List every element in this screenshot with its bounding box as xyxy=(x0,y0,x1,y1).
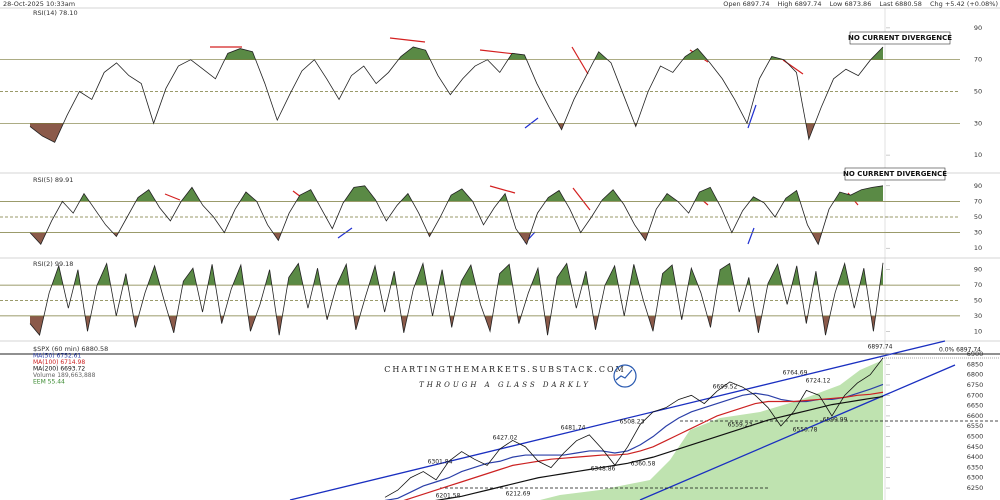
annotation: 6599.99 xyxy=(823,417,848,424)
data-line xyxy=(384,357,884,498)
y-tick-label: 30 xyxy=(974,312,982,320)
y-tick-label: 6400 xyxy=(967,453,984,461)
quote-field: Open 6897.74 xyxy=(723,0,769,8)
y-tick-label: 6600 xyxy=(967,412,984,420)
plot xyxy=(0,262,960,337)
arrow xyxy=(572,187,591,211)
y-tick-label: 6300 xyxy=(967,474,984,482)
quote-field: Last 6880.58 xyxy=(879,0,922,8)
level-fill xyxy=(30,185,883,202)
quote-field: High 6897.74 xyxy=(778,0,822,8)
annotation: NO CURRENT DIVERGENCE xyxy=(843,170,947,178)
y-tick-label: 6250 xyxy=(967,484,984,492)
legend-entry: MA(50) 6752.61 xyxy=(33,353,81,360)
annotation: 0.0% 6897.74 xyxy=(939,347,981,354)
divergence-arrows xyxy=(139,37,859,245)
y-tick-label: 90 xyxy=(974,24,982,32)
arrow xyxy=(164,193,181,201)
arrow xyxy=(389,37,426,43)
annotation: 6301.84 xyxy=(428,459,453,466)
y-tick-label: 6800 xyxy=(967,371,984,379)
y-tick-label: 6750 xyxy=(967,381,984,389)
annotation: 6559.23 xyxy=(728,422,753,429)
y-tick-label: 6500 xyxy=(967,433,984,441)
y-tick-label: 6700 xyxy=(967,391,984,399)
y-tick-label: 90 xyxy=(974,266,982,274)
y-tick-label: 10 xyxy=(974,327,982,335)
y-tick-label: 50 xyxy=(974,88,982,96)
annotation: 6764.69 xyxy=(783,370,808,377)
panel-title: $SPX (60 min) 6880.58 xyxy=(33,345,108,353)
annotation-box xyxy=(849,31,951,45)
y-tick-label: 50 xyxy=(974,213,982,221)
header-date: 28-Oct-2025 10:33am xyxy=(3,0,75,8)
legend-entry: EEM 55.44 xyxy=(33,379,65,386)
y-tick-label: 70 xyxy=(974,281,982,289)
annotation: 6427.02 xyxy=(493,435,518,442)
watermark: CHARTINGTHEMARKETS.SUBSTACK.COM xyxy=(384,365,625,374)
legend-entry: Volume 189,663,888 xyxy=(33,372,96,379)
annotation: 6550.78 xyxy=(793,427,818,434)
arrow xyxy=(479,49,516,55)
legend-entry: MA(200) 6693.72 xyxy=(33,366,85,373)
level-fill xyxy=(30,315,883,336)
annotation: 6360.58 xyxy=(631,461,656,468)
y-tick-label: 6900 xyxy=(967,350,984,358)
y-tick-label: 30 xyxy=(974,229,982,237)
y-tick-label: 50 xyxy=(974,297,982,305)
y-tick-label: 6850 xyxy=(967,360,984,368)
annotation: 6348.86 xyxy=(591,466,616,473)
y-tick-label: 6450 xyxy=(967,443,984,451)
logo xyxy=(613,364,637,388)
plot xyxy=(0,46,960,143)
arrow xyxy=(337,227,353,239)
arrow xyxy=(489,185,516,194)
level-fill xyxy=(30,46,883,60)
panel-title: RSI(2) 99.18 xyxy=(33,260,73,268)
eem-area xyxy=(540,360,883,500)
header-quote: Open 6897.74 High 6897.74 Low 6873.86 La… xyxy=(723,0,998,8)
watermark: THROUGH A GLASS DARKLY xyxy=(419,381,591,389)
arrow xyxy=(747,104,757,129)
y-tick-label: 6550 xyxy=(967,422,984,430)
y-tick-label: 6350 xyxy=(967,463,984,471)
y-tick-label: 70 xyxy=(974,56,982,64)
annotation: 6724.12 xyxy=(806,378,831,385)
channel-line xyxy=(289,340,946,500)
legend-entry: MA(100) 6714.98 xyxy=(33,359,85,366)
y-tick-label: 70 xyxy=(974,197,982,205)
y-tick-label: 10 xyxy=(974,244,982,252)
y-tick-label: 30 xyxy=(974,119,982,127)
annotation: 6212.69 xyxy=(506,491,531,498)
quote-field: Chg +5.42 (+0.08%) xyxy=(930,0,998,8)
data-line xyxy=(29,262,884,337)
annotation: 6508.23 xyxy=(620,419,645,426)
arrow xyxy=(747,227,755,245)
quote-field: Low 6873.86 xyxy=(830,0,872,8)
annotation: 6897.74 xyxy=(868,344,893,351)
panel-title: RSI(5) 89.91 xyxy=(33,176,73,184)
annotation-box xyxy=(844,167,946,181)
plot xyxy=(384,357,884,500)
annotation: 6481.74 xyxy=(561,425,586,432)
plot xyxy=(0,185,960,246)
y-tick-label: 10 xyxy=(974,151,982,159)
y-tick-label: 6650 xyxy=(967,402,984,410)
data-line xyxy=(29,185,884,246)
annotation: 6201.58 xyxy=(436,493,461,500)
level-fill xyxy=(30,262,883,286)
arrow xyxy=(571,46,589,75)
panel-title: RSI(14) 78.10 xyxy=(33,9,78,17)
channel-line xyxy=(639,364,956,500)
annotation: 6699.52 xyxy=(713,384,738,391)
annotation: NO CURRENT DIVERGENCE xyxy=(848,34,952,42)
y-tick-label: 90 xyxy=(974,182,982,190)
logo xyxy=(615,369,633,381)
data-line xyxy=(29,46,884,143)
ma-line xyxy=(434,395,884,500)
level-fill xyxy=(30,232,883,245)
